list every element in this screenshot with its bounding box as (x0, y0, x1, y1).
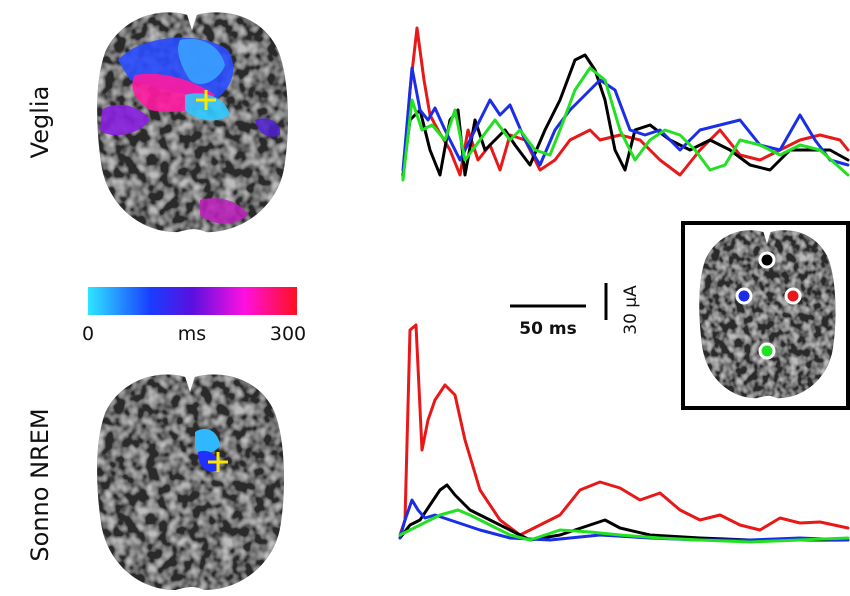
row-label: Veglia (26, 86, 54, 159)
colorbar: 0 ms 300 (82, 287, 306, 345)
colorbar-gradient (88, 287, 297, 315)
brain-map-nrem (97, 374, 285, 590)
trace (398, 508, 850, 544)
colorbar-max: 300 (270, 323, 306, 345)
traces-wake (401, 26, 850, 182)
current-scale-label: 30 μA (621, 285, 641, 335)
time-scale-label: 50 ms (519, 319, 576, 339)
trace (401, 66, 850, 182)
colorbar-min: 0 (82, 323, 94, 345)
traces-nrem (398, 323, 850, 544)
trace (398, 483, 850, 542)
colorbar-unit: ms (178, 323, 206, 345)
scale-bars: 50 ms 30 μA (510, 283, 641, 339)
row-label: Sonno NREM (26, 408, 54, 561)
brain-map-wake (97, 12, 288, 233)
trace (398, 323, 850, 537)
electrode-inset (681, 221, 850, 410)
